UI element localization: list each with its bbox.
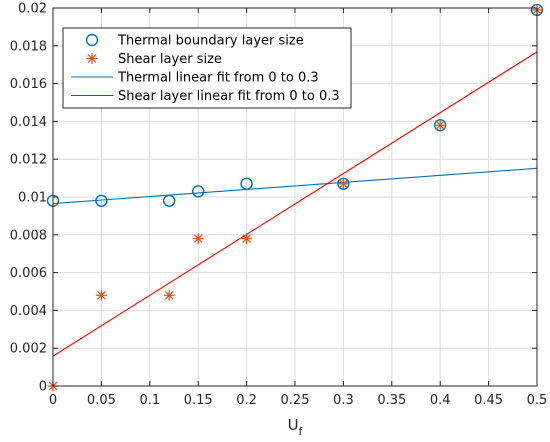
data-point-0-3 xyxy=(191,185,205,198)
data-point-0-1 xyxy=(95,194,108,207)
data-point-1-6 xyxy=(434,119,446,131)
legend-label-3: Shear layer linear fit from 0 to 0.3 xyxy=(118,89,340,104)
legend: Thermal boundary layer size Shear layer s… xyxy=(62,27,352,109)
x-tick-label: 0.45 xyxy=(474,393,503,408)
legend-label-2: Thermal linear fit from 0 to 0.3 xyxy=(117,71,319,86)
legend-marker-0 xyxy=(85,33,99,47)
x-tick-label: 0.3 xyxy=(333,393,354,408)
legend-box xyxy=(62,27,352,109)
y-tick-label: 0.018 xyxy=(10,39,47,54)
x-tick-label: 0.15 xyxy=(184,393,213,408)
x-tick-label: 0.5 xyxy=(527,393,548,408)
y-tick-label: 0.016 xyxy=(10,77,47,92)
series-line-3 xyxy=(52,51,538,357)
x-tick-label: 0.4 xyxy=(430,393,451,408)
y-tick-label: 0.012 xyxy=(10,153,47,168)
series-line-2 xyxy=(52,167,538,205)
data-point-1-2 xyxy=(163,289,175,301)
data-point-1-1 xyxy=(95,289,107,301)
y-tick-label: 0.01 xyxy=(18,191,47,206)
x-axis-label-main: U xyxy=(288,416,299,434)
legend-label-1: Shear layer size xyxy=(118,52,222,67)
data-point-0-4 xyxy=(240,177,253,190)
y-tick-label: 0 xyxy=(39,380,47,395)
x-tick-label: 0 xyxy=(49,393,57,408)
data-point-1-3 xyxy=(192,233,204,245)
y-tick-label: 0.014 xyxy=(10,115,47,130)
y-tick-label: 0.002 xyxy=(10,342,47,357)
x-tick-label: 0.35 xyxy=(377,393,406,408)
data-point-0-2 xyxy=(162,194,176,207)
y-tick-label: 0.008 xyxy=(10,228,47,243)
x-tick-label: 0.2 xyxy=(236,393,257,408)
y-tick-label: 0.004 xyxy=(10,304,47,319)
data-point-1-4 xyxy=(241,233,253,245)
x-tick-label: 0.25 xyxy=(281,393,310,408)
x-axis-label-subscript: f xyxy=(299,425,304,438)
axis-ticks: 0 0.05 0.1 0.15 0.2 0.25 0.3 0.35 0.4 0.45 0.5 0 0.0… xyxy=(10,2,548,409)
data-point-1-5 xyxy=(337,178,349,190)
legend-marker-1 xyxy=(86,53,98,64)
legend-label-0: Thermal boundary layer size xyxy=(117,34,304,49)
x-tick-label: 0.05 xyxy=(87,393,116,408)
x-tick-label: 0.1 xyxy=(139,393,160,408)
y-tick-label: 0.02 xyxy=(18,2,47,17)
x-axis-label: Uf xyxy=(288,416,304,438)
y-tick-label: 0.006 xyxy=(10,266,47,281)
